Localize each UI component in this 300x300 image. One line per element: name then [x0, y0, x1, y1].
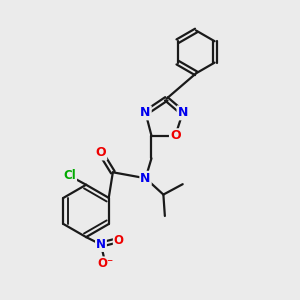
- Text: N: N: [96, 238, 106, 251]
- Text: O: O: [96, 146, 106, 160]
- Text: N: N: [178, 106, 188, 119]
- Text: O: O: [114, 234, 124, 247]
- Text: N: N: [140, 106, 151, 119]
- Text: O: O: [170, 129, 181, 142]
- Text: Cl: Cl: [63, 169, 76, 182]
- Text: O⁻: O⁻: [97, 257, 113, 270]
- Text: N: N: [140, 172, 151, 185]
